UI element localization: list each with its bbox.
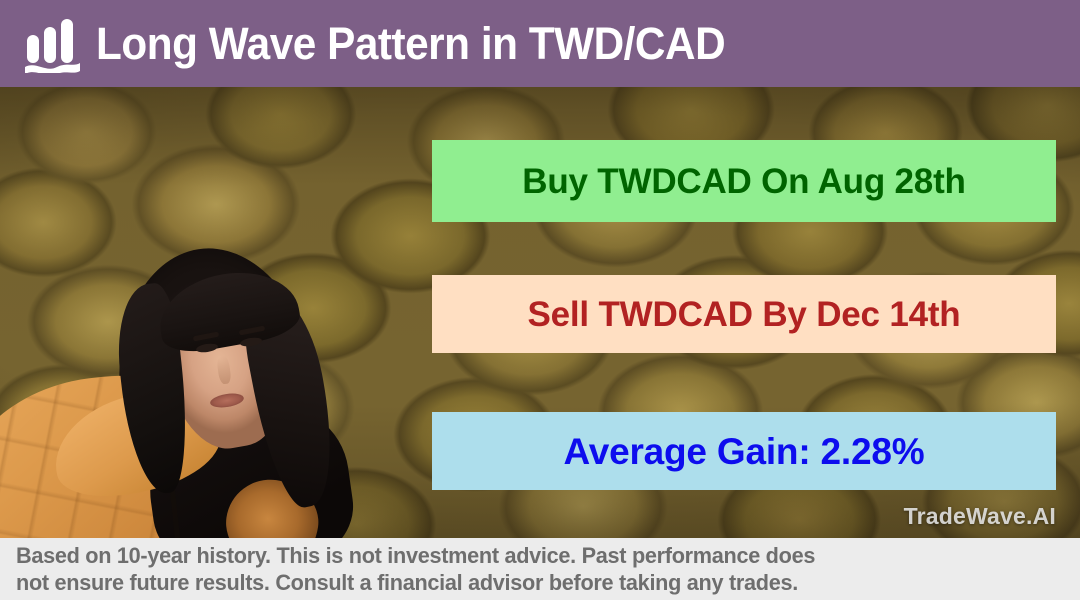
page-title: Long Wave Pattern in TWD/CAD (96, 18, 726, 69)
signal-badge-sell-label: Sell TWDCAD By Dec 14th (527, 294, 961, 334)
header-bar: Long Wave Pattern in TWD/CAD (0, 0, 1080, 87)
disclaimer-line-2: not ensure future results. Consult a fin… (16, 570, 798, 595)
signal-badge-buy-label: Buy TWDCAD On Aug 28th (522, 161, 966, 201)
disclaimer-line-1: Based on 10-year history. This is not in… (16, 543, 816, 568)
bar-chart-wave-logo-icon (25, 18, 80, 73)
signal-badge-sell[interactable]: Sell TWDCAD By Dec 14th (432, 275, 1056, 353)
hero-image: Buy TWDCAD On Aug 28th Sell TWDCAD By De… (0, 87, 1080, 538)
brand-watermark: TradeWave.AI (903, 503, 1056, 529)
signal-badge-average-gain-label: Average Gain: 2.28% (563, 430, 925, 472)
person-photo-subject (0, 108, 380, 538)
disclaimer-footer: Based on 10-year history. This is not in… (0, 538, 1080, 600)
signal-badge-buy[interactable]: Buy TWDCAD On Aug 28th (432, 140, 1056, 222)
signal-badge-average-gain[interactable]: Average Gain: 2.28% (432, 412, 1056, 490)
